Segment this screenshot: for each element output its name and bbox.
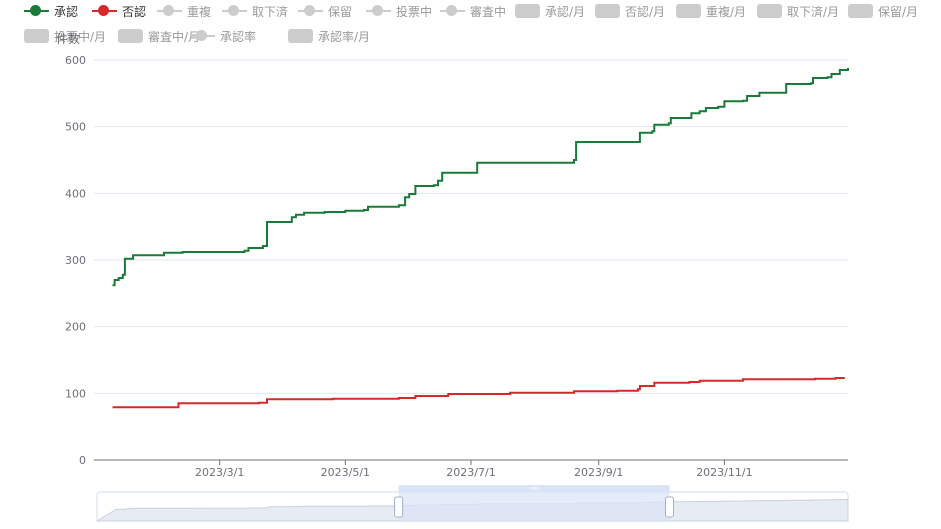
legend-label: 承認率 bbox=[220, 29, 257, 44]
legend-item[interactable]: 保留 bbox=[298, 1, 352, 21]
legend-label: 投票中 bbox=[396, 4, 433, 19]
y-tick-label: 600 bbox=[65, 54, 86, 67]
legend-item[interactable]: 投票中 bbox=[366, 1, 432, 21]
legend-label: 投票中/月 bbox=[54, 29, 107, 44]
legend-item[interactable]: 承認/月 bbox=[515, 1, 585, 21]
legend-label: 承認/月 bbox=[545, 4, 586, 19]
legend-box-marker-icon bbox=[118, 29, 143, 43]
legend-label: 保留/月 bbox=[878, 4, 919, 19]
y-tick-label: 400 bbox=[65, 187, 86, 200]
legend-label: 審査中 bbox=[470, 4, 507, 19]
legend-box-marker-icon bbox=[24, 29, 49, 43]
legend-item[interactable]: 重複/月 bbox=[676, 1, 746, 21]
legend-line-marker-icon bbox=[366, 4, 391, 18]
legend-item[interactable]: 承認率 bbox=[190, 26, 256, 46]
legend-line-marker-icon bbox=[222, 4, 247, 18]
x-tick-label: 2023/9/1 bbox=[574, 466, 623, 479]
zoom-handle-start[interactable] bbox=[394, 496, 404, 518]
legend-label: 否認 bbox=[122, 4, 147, 19]
x-axis-ticks: 2023/3/1 2023/5/1 2023/7/1 2023/9/1 2023/11/… bbox=[195, 460, 753, 479]
legend-item[interactable]: 取下済 bbox=[222, 1, 288, 21]
y-tick-label: 300 bbox=[65, 254, 86, 267]
series-line-rejected bbox=[112, 377, 845, 409]
legend-box-marker-icon bbox=[595, 4, 620, 18]
legend: 承認 否認 重複 取下済 保留 投票中 審査中 承認/月 否認/月 重複/月 取下済/月 保留/月投票… bbox=[0, 0, 941, 48]
legend-box-marker-icon bbox=[676, 4, 701, 18]
legend-line-marker-icon bbox=[157, 4, 182, 18]
legend-box-marker-icon bbox=[848, 4, 873, 18]
legend-label: 重複 bbox=[187, 4, 212, 19]
legend-label: 承認 bbox=[54, 4, 79, 19]
legend-line-marker-icon bbox=[24, 4, 49, 18]
series-lines bbox=[112, 68, 849, 409]
legend-line-marker-icon bbox=[190, 29, 215, 43]
legend-box-marker-icon bbox=[757, 4, 782, 18]
grid-lines bbox=[94, 59, 848, 394]
legend-label: 重複/月 bbox=[706, 4, 747, 19]
legend-item[interactable]: 否認 bbox=[92, 1, 146, 21]
legend-item[interactable]: 承認 bbox=[24, 1, 78, 21]
legend-item[interactable]: 取下済/月 bbox=[757, 1, 839, 21]
legend-item[interactable]: 保留/月 bbox=[848, 1, 918, 21]
y-tick-label: 200 bbox=[65, 321, 86, 334]
y-tick-label: 500 bbox=[65, 121, 86, 134]
legend-item[interactable]: 審査中 bbox=[440, 1, 506, 21]
y-axis-label: 件数 bbox=[56, 32, 81, 46]
legend-box-marker-icon bbox=[515, 4, 540, 18]
x-tick-label: 2023/3/1 bbox=[195, 466, 244, 479]
x-tick-label: 2023/11/1 bbox=[696, 466, 752, 479]
x-tick-label: 2023/7/1 bbox=[446, 466, 495, 479]
legend-line-marker-icon bbox=[298, 4, 323, 18]
legend-line-marker-icon bbox=[440, 4, 465, 18]
legend-item[interactable]: 重複 bbox=[157, 1, 211, 21]
y-tick-label: 0 bbox=[79, 454, 86, 467]
legend-line-marker-icon bbox=[92, 4, 117, 18]
legend-item[interactable]: 否認/月 bbox=[595, 1, 665, 21]
data-zoom-slider[interactable] bbox=[95, 485, 849, 522]
legend-box-marker-icon bbox=[288, 29, 313, 43]
zoom-selected-range bbox=[398, 492, 670, 521]
legend-label: 否認/月 bbox=[625, 4, 666, 19]
legend-item[interactable]: 審査中/月 bbox=[118, 26, 200, 46]
x-tick-label: 2023/5/1 bbox=[321, 466, 370, 479]
legend-item[interactable]: 投票中/月 bbox=[24, 26, 106, 46]
legend-label: 保留 bbox=[328, 4, 353, 19]
legend-item[interactable]: 承認率/月 bbox=[288, 26, 370, 46]
legend-label: 取下済/月 bbox=[787, 4, 840, 19]
zoom-handle-end[interactable] bbox=[664, 496, 674, 518]
y-tick-label: 100 bbox=[65, 387, 86, 400]
y-axis-ticks: 0 100 200 300 400 500 600 bbox=[65, 54, 86, 467]
legend-label: 承認率/月 bbox=[318, 29, 371, 44]
legend-label: 審査中/月 bbox=[148, 29, 201, 44]
legend-label: 取下済 bbox=[252, 4, 289, 19]
series-line-approved bbox=[112, 68, 849, 287]
